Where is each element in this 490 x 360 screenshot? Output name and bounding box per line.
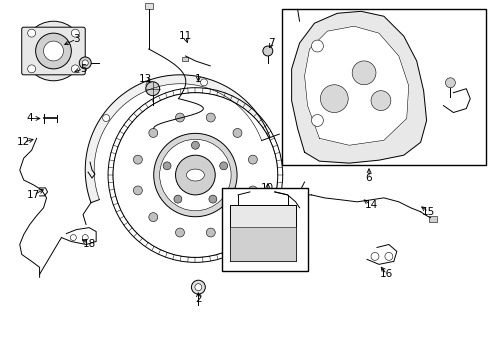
Circle shape — [149, 213, 158, 222]
Circle shape — [233, 213, 242, 222]
Polygon shape — [305, 26, 409, 145]
Circle shape — [192, 141, 199, 149]
Circle shape — [312, 114, 323, 126]
Circle shape — [146, 81, 153, 88]
Circle shape — [371, 91, 391, 111]
Bar — [429, 216, 437, 222]
Circle shape — [113, 93, 278, 257]
Circle shape — [24, 21, 83, 81]
Circle shape — [146, 82, 160, 96]
Circle shape — [206, 113, 215, 122]
Circle shape — [200, 79, 207, 86]
Text: 2: 2 — [195, 294, 202, 304]
Text: 7: 7 — [269, 38, 275, 48]
Bar — [145, 3, 153, 9]
Text: 13: 13 — [139, 74, 152, 84]
Bar — [230, 227, 295, 261]
Text: 15: 15 — [422, 207, 435, 217]
Circle shape — [149, 129, 158, 138]
Circle shape — [28, 65, 36, 73]
Text: 12: 12 — [17, 137, 30, 147]
Bar — [282, 9, 486, 165]
Text: 3: 3 — [73, 34, 79, 44]
Circle shape — [195, 284, 202, 291]
Circle shape — [133, 186, 142, 195]
Ellipse shape — [187, 169, 204, 181]
Circle shape — [163, 162, 171, 170]
FancyBboxPatch shape — [22, 27, 85, 75]
Circle shape — [233, 129, 242, 138]
Text: 1: 1 — [195, 74, 202, 84]
Circle shape — [36, 33, 72, 69]
Circle shape — [175, 155, 215, 195]
Circle shape — [102, 114, 110, 121]
Text: 16: 16 — [380, 269, 393, 279]
Circle shape — [28, 29, 36, 37]
Circle shape — [320, 85, 348, 113]
Circle shape — [174, 195, 182, 203]
Circle shape — [175, 113, 184, 122]
Circle shape — [175, 228, 184, 237]
Circle shape — [72, 29, 79, 37]
Circle shape — [248, 186, 257, 195]
Circle shape — [72, 65, 79, 73]
Circle shape — [248, 155, 257, 164]
Circle shape — [160, 139, 231, 211]
Circle shape — [154, 133, 237, 217]
Circle shape — [44, 41, 63, 61]
Circle shape — [263, 46, 273, 56]
Circle shape — [352, 61, 376, 85]
Text: 11: 11 — [179, 31, 192, 41]
Polygon shape — [292, 11, 427, 163]
Circle shape — [192, 280, 205, 294]
Circle shape — [79, 57, 91, 69]
Polygon shape — [85, 75, 270, 203]
Text: 18: 18 — [83, 239, 96, 249]
Text: 17: 17 — [27, 190, 40, 200]
Text: 10: 10 — [261, 183, 274, 193]
Circle shape — [133, 155, 142, 164]
Polygon shape — [230, 205, 295, 261]
Circle shape — [206, 228, 215, 237]
Circle shape — [209, 195, 217, 203]
Circle shape — [312, 40, 323, 52]
Text: 4: 4 — [26, 113, 33, 123]
Bar — [222, 188, 308, 271]
Circle shape — [220, 162, 228, 170]
Text: 9: 9 — [298, 11, 305, 21]
Text: 6: 6 — [366, 173, 372, 183]
Circle shape — [445, 78, 455, 88]
Circle shape — [82, 60, 88, 66]
Bar — [182, 57, 189, 61]
Text: 8: 8 — [443, 104, 450, 113]
Text: 5: 5 — [80, 64, 87, 74]
Text: 14: 14 — [365, 200, 378, 210]
